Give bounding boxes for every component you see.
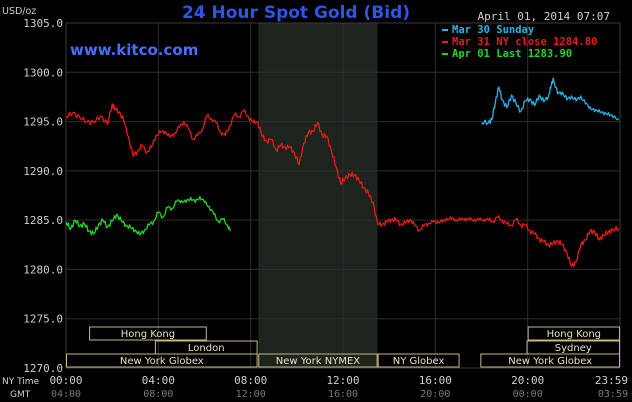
y-tick-label: 1295.0	[23, 116, 63, 129]
legend-entry: Mar 30 Sunday	[452, 24, 535, 36]
session-box	[258, 353, 378, 368]
x-tick-ny: 04:00	[142, 374, 175, 387]
x-tick-ny: 12:00	[326, 374, 359, 387]
y-tick-label: 1270.0	[23, 362, 63, 375]
legend-entry: Mar 31 NY close 1284.80	[452, 36, 597, 48]
session-box	[527, 326, 621, 341]
x-tick-ny: 00:00	[49, 374, 82, 387]
x-axis-ticks: 00:00 04:00 08:00 12:00 16:00 20:00 23:59 04:00…	[49, 374, 628, 400]
x-tick-gmt: 08:00	[143, 389, 173, 400]
y-tick-label: 1280.0	[23, 263, 63, 276]
session-box	[480, 353, 620, 368]
y-tick-label: 1290.0	[23, 165, 63, 178]
x-tick-ny: 20:00	[511, 374, 544, 387]
series-line	[481, 77, 620, 126]
y-tick-label: 1285.0	[23, 214, 63, 227]
session-label: New York Globex	[508, 356, 592, 367]
x-tick-gmt: 04:00	[51, 389, 81, 400]
session-label: New York Globex	[120, 356, 204, 367]
plot-frame	[65, 22, 621, 369]
unit-label: USD/oz	[2, 6, 36, 17]
session-box	[377, 353, 460, 368]
nymex-session-band	[258, 23, 378, 368]
x-tick-gmt: 20:00	[420, 389, 450, 400]
y-tick-label: 1300.0	[23, 66, 63, 79]
series-line	[65, 103, 620, 268]
session-box	[89, 326, 207, 341]
y-tick-label: 1275.0	[23, 313, 63, 326]
session-label: New York NYMEX	[276, 356, 361, 367]
y-axis-ticks: 1305.0 1300.0 1295.0 1290.0 1285.0 1280.0 1275…	[23, 17, 63, 375]
price-series	[65, 77, 620, 268]
y-tick-label: 1305.0	[23, 17, 63, 30]
x-tick-ny: 23:59	[595, 374, 628, 387]
gmt-label: GMT	[10, 390, 31, 400]
x-tick-gmt: 03:59	[598, 389, 628, 400]
x-tick-gmt: 16:00	[328, 389, 358, 400]
session-label: Sydney	[555, 343, 592, 354]
ny-time-label: NY Time	[2, 377, 40, 387]
x-tick-gmt: 00:00	[513, 389, 543, 400]
timestamp-label: April 01, 2014 07:07	[478, 10, 610, 23]
session-box	[66, 353, 258, 368]
session-label: NY Globex	[393, 356, 445, 367]
x-tick-gmt: 12:00	[236, 389, 266, 400]
chart-title: 24 Hour Spot Gold (Bid)	[182, 3, 410, 23]
series-line	[65, 195, 232, 236]
session-label: Hong Kong	[547, 329, 601, 340]
session-label: Hong Kong	[121, 329, 175, 340]
x-tick-ny: 08:00	[234, 374, 267, 387]
x-axis: NY Time GMT 00:00 04:00 08:00 12:00 16:00 20:…	[2, 374, 628, 400]
source-label: www.kitco.com	[70, 41, 198, 59]
session-label: London	[188, 343, 225, 354]
x-tick-ny: 16:00	[419, 374, 452, 387]
trading-sessions: Hong Kong Hong Kong London Sydney New York G…	[66, 326, 621, 368]
legend-entry: Apr 01 Last 1283.90	[452, 48, 572, 60]
